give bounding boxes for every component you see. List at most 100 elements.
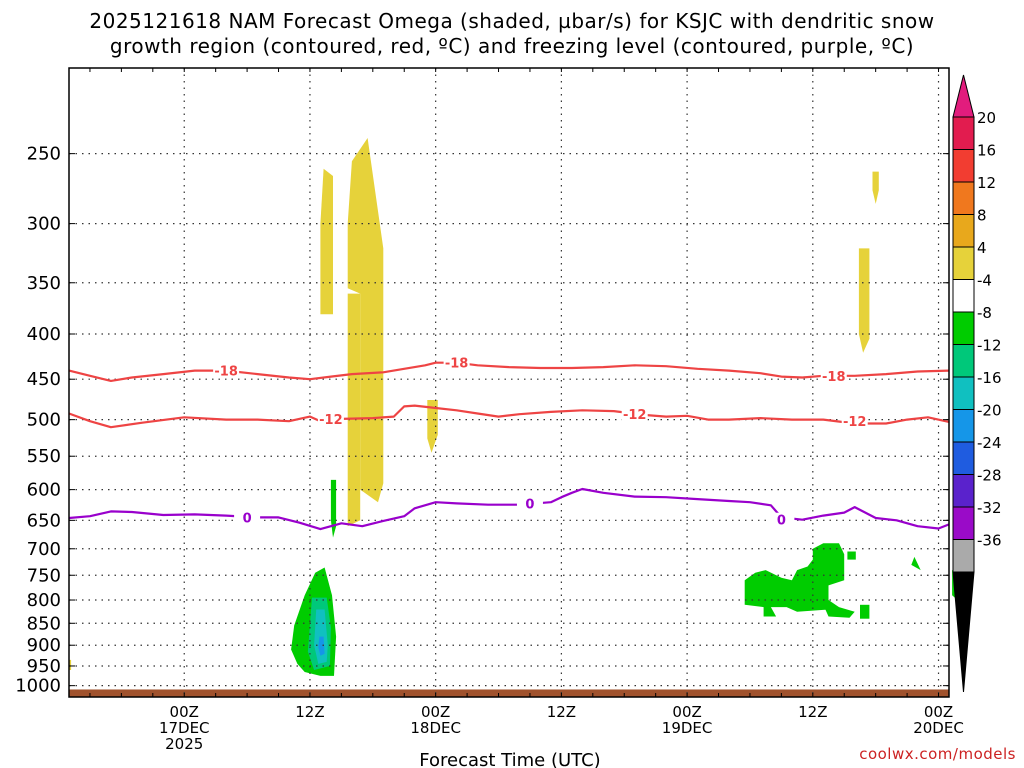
x-tick-label-30-1: 18DEC <box>410 719 461 737</box>
contour-label-bg <box>234 510 261 525</box>
y-tick-label-1000: 1000 <box>15 676 61 697</box>
colorbar-label-9: -20 <box>977 402 1002 420</box>
colorbar-label-6: -8 <box>977 304 992 322</box>
omega-region-neg4-7 <box>330 479 337 538</box>
x-tick-label-6-1: 17DEC <box>159 719 210 737</box>
colorbar-swatch-3 <box>952 214 975 248</box>
x-tick-label-18-0: 12Z <box>295 703 324 721</box>
contour-label-bg <box>621 407 648 422</box>
colorbar-swatch-0 <box>952 116 975 150</box>
colorbar-swatch-2 <box>952 181 975 215</box>
colorbar-swatch-8 <box>952 376 975 410</box>
y-tick-label-750: 750 <box>27 565 61 586</box>
colorbar-swatch-12 <box>952 506 975 540</box>
colorbar: 20 16 12 8 4 -4 -8 -12 -16 -20 -24 -28 -32 -36 <box>952 74 1002 693</box>
chart-title-line-1: 2025121618 NAM Forecast Omega (shaded, µ… <box>89 9 935 33</box>
contour-label-bg <box>841 414 868 429</box>
y-tick-label-400: 400 <box>27 324 61 345</box>
contours: -18 -18 -18 -12 -12 -12 0 0 0 <box>68 355 950 531</box>
x-tick-label-6-0: 00Z <box>170 703 199 721</box>
y-tick-label-700: 700 <box>27 539 61 560</box>
omega-region-neg16-17 <box>318 636 325 656</box>
y-tick-label-850: 850 <box>27 613 61 634</box>
colorbar-label-0: 20 <box>977 109 996 127</box>
colorbar-label-3: 8 <box>977 207 987 225</box>
x-tick-label-54-0: 00Z <box>672 703 701 721</box>
x-tick-label-54-1: 19DEC <box>662 719 713 737</box>
plot-frame <box>68 67 950 698</box>
y-tick-label-350: 350 <box>27 273 61 294</box>
axes: 2503003504004505005506006507007508008509… <box>15 67 964 753</box>
y-tick-label-900: 900 <box>27 635 61 656</box>
y-tick-label-800: 800 <box>27 590 61 611</box>
contour-label-bg <box>516 496 543 511</box>
colorbar-top-arrow <box>952 74 975 118</box>
contour-label-bg <box>317 411 344 426</box>
y-tick-label-300: 300 <box>27 214 61 235</box>
colorbar-label-5: -4 <box>977 272 992 290</box>
surface-ground-bar <box>69 689 949 697</box>
y-tick-label-600: 600 <box>27 480 61 501</box>
colorbar-swatch-4 <box>952 246 975 280</box>
chart-title-line-2: growth region (contoured, red, ºC) and f… <box>109 34 915 58</box>
colorbar-label-7: -12 <box>977 337 1002 355</box>
y-tick-label-650: 650 <box>27 510 61 531</box>
colorbar-label-1: 16 <box>977 142 996 160</box>
x-tick-label-42-0: 12Z <box>547 703 576 721</box>
omega-region-neg4-12 <box>847 551 856 560</box>
y-tick-label-500: 500 <box>27 410 61 431</box>
colorbar-label-13: -36 <box>977 532 1002 550</box>
contour-label-neg12-2: -12 <box>843 415 867 430</box>
x-tick-label-30-0: 00Z <box>421 703 450 721</box>
omega-region-4-2 <box>347 293 361 527</box>
colorbar-label-8: -16 <box>977 369 1002 387</box>
colorbar-swatch-6 <box>952 311 975 345</box>
contour-label-neg12-1: -12 <box>623 408 647 423</box>
contour-label-0-2: 0 <box>777 514 786 529</box>
contour-label-neg18-0: -18 <box>214 365 238 380</box>
colorbar-swatch-1 <box>952 149 975 183</box>
colorbar-label-12: -32 <box>977 499 1002 517</box>
contour-label-0-0: 0 <box>243 511 252 526</box>
contour-label-bg <box>443 355 470 370</box>
contour-label-bg <box>820 368 847 383</box>
contour-label-neg18-1: -18 <box>445 357 469 372</box>
colorbar-swatch-11 <box>952 474 975 508</box>
colorbar-swatch-5 <box>952 279 975 313</box>
x-tick-label-6-2: 2025 <box>165 735 203 753</box>
omega-region-neg4-13 <box>911 556 921 571</box>
colorbar-label-10: -24 <box>977 434 1002 452</box>
omega-region-4-4 <box>872 171 879 204</box>
colorbar-swatch-7 <box>952 344 975 378</box>
omega-region-4-0 <box>320 168 333 315</box>
colorbar-label-11: -28 <box>977 467 1002 485</box>
plot-area <box>69 68 958 697</box>
contour-label-bg <box>768 512 795 527</box>
colorbar-label-4: 4 <box>977 239 987 257</box>
contour-label-neg12-0: -12 <box>319 413 343 428</box>
credit-link[interactable]: coolwx.com/models <box>859 745 1016 763</box>
omega-region-4-5 <box>858 248 870 353</box>
omega-region-neg4-11 <box>860 604 870 619</box>
colorbar-label-2: 12 <box>977 174 996 192</box>
x-axis-label: Forecast Time (UTC) <box>419 750 600 768</box>
omega-region-neg4-10 <box>823 600 855 618</box>
omega-region-4-1 <box>347 138 384 503</box>
x-tick-label-78-1: 20DEC <box>913 719 964 737</box>
colorbar-bottom-arrow <box>952 571 975 693</box>
y-tick-label-450: 450 <box>27 369 61 390</box>
omega-region-neg4-9 <box>744 543 845 617</box>
y-tick-label-950: 950 <box>27 656 61 677</box>
y-tick-label-550: 550 <box>27 446 61 467</box>
x-tick-label-78-0: 00Z <box>924 703 953 721</box>
y-tick-label-250: 250 <box>27 144 61 165</box>
colorbar-swatch-10 <box>952 441 975 475</box>
contour-line-neg12 <box>68 404 950 429</box>
gridlines <box>69 68 949 697</box>
contour-label-0-1: 0 <box>525 497 534 512</box>
contour-label-bg <box>213 363 240 378</box>
surface-layer <box>69 689 949 697</box>
colorbar-swatch-13 <box>952 539 975 573</box>
colorbar-swatch-9 <box>952 409 975 443</box>
